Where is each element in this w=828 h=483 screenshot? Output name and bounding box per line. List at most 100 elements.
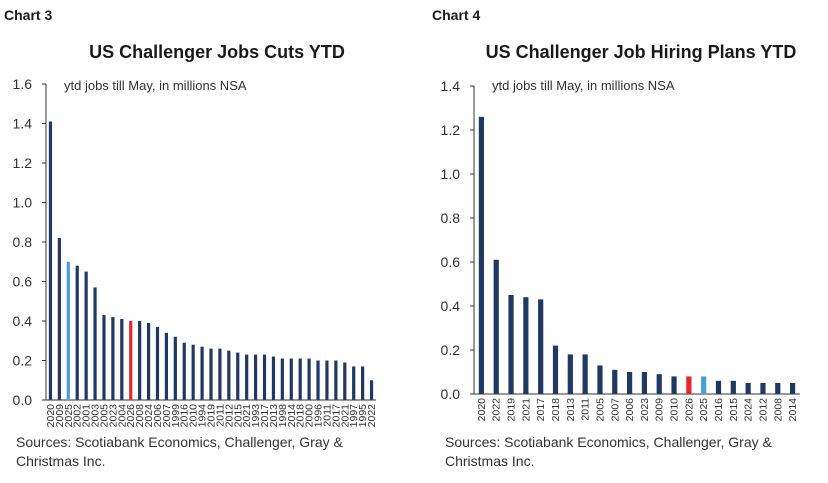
bar	[253, 354, 258, 400]
bar	[191, 344, 195, 400]
x-tick-label: 2010	[669, 398, 681, 422]
y-tick-label: 1.0	[13, 195, 33, 211]
x-tick-label: 2025	[698, 398, 710, 422]
bar	[730, 380, 736, 394]
x-tick-label: 2013	[268, 404, 280, 428]
bar	[102, 315, 106, 400]
x-tick-label: 2006	[152, 404, 164, 428]
x-tick-label: 2022	[491, 398, 503, 422]
x-tick-label: 1995	[357, 404, 369, 428]
bar	[641, 372, 648, 394]
bar	[775, 383, 781, 394]
y-tick-label: 1.2	[13, 155, 33, 171]
y-tick-label: 0.4	[441, 298, 461, 314]
source-note: Sources: Scotiabank Economics, Challenge…	[445, 434, 772, 469]
bar	[146, 322, 151, 400]
bar	[57, 238, 61, 400]
x-tick-label: 2006	[624, 398, 636, 422]
bar	[200, 346, 204, 400]
y-tick-label: 0.0	[13, 392, 33, 408]
bar	[361, 366, 365, 400]
x-tick-label: 1996	[313, 404, 325, 428]
bar-chart: ytd jobs till May, in millions NSA 0.0 0.2…	[13, 76, 379, 428]
x-tick-label: 2005	[594, 398, 606, 422]
y-tick-label: 1.6	[13, 76, 33, 92]
x-tick-label: 1998	[277, 404, 289, 428]
x-tick-label: 2021	[339, 404, 351, 428]
y-tick-label: 0.8	[441, 210, 461, 226]
y-tick-label: 0.4	[13, 313, 33, 329]
x-tick-label: 2026	[125, 404, 137, 428]
bar	[138, 321, 142, 400]
bar	[715, 380, 722, 394]
y-tick-label: 0.0	[441, 386, 461, 402]
chart-title: US Challenger Jobs Cuts YTD	[89, 42, 345, 62]
x-tick-label: 2014	[286, 404, 298, 428]
bar	[111, 317, 115, 400]
y-tick-label: 1.2	[441, 122, 461, 138]
bar	[245, 354, 249, 400]
bar	[84, 271, 88, 400]
bar	[334, 360, 338, 400]
y-tick-label: 1.0	[441, 166, 461, 182]
y-tick-label: 1.4	[441, 78, 461, 94]
y-tick-label: 0.8	[13, 234, 33, 250]
bar	[218, 348, 222, 400]
y-tick-label: 0.6	[13, 274, 33, 290]
x-tick-label: 2011	[321, 404, 333, 427]
bar	[236, 352, 240, 400]
x-tick-label: 2012	[223, 404, 235, 428]
bar	[182, 342, 186, 400]
bar	[552, 345, 559, 394]
bar	[316, 360, 320, 400]
x-tick-label: 1997	[348, 404, 360, 428]
x-tick-label: 2017	[535, 398, 547, 422]
bar	[656, 374, 662, 394]
x-tick-label: 2011	[214, 404, 226, 427]
x-tick-label: 2004	[116, 404, 128, 428]
x-tick-label: 2005	[98, 404, 110, 428]
bar	[93, 287, 97, 400]
bar	[325, 360, 329, 400]
x-tick-label: 2020	[45, 404, 57, 428]
x-tick-label: 2013	[565, 398, 577, 422]
x-tick-label: 2020	[476, 398, 488, 422]
bar	[271, 356, 276, 400]
y-tick-label: 0.2	[441, 342, 461, 358]
bar	[478, 116, 485, 395]
y-tick-label: 0.6	[441, 254, 461, 270]
y-tick-label: 0.2	[13, 353, 33, 369]
bar	[120, 319, 124, 400]
x-tick-label: 2015	[232, 404, 244, 428]
bar	[298, 358, 302, 400]
chart-label: Chart 4	[432, 7, 481, 23]
x-tick-label: 2009	[654, 398, 666, 422]
bar	[209, 348, 213, 400]
x-tick-label: 2015	[728, 398, 740, 422]
bar	[597, 365, 603, 394]
bar	[508, 295, 514, 394]
bar	[48, 121, 53, 401]
x-tick-label: 2007	[609, 398, 621, 422]
bar	[343, 362, 347, 400]
bar	[262, 354, 267, 400]
bar	[612, 369, 618, 394]
x-tick-label: 2021	[241, 404, 253, 428]
bar	[745, 383, 751, 394]
x-tick-label: 2018	[295, 404, 307, 428]
bar	[760, 383, 766, 394]
bar	[523, 297, 529, 394]
x-tick-label: 1999	[170, 404, 182, 428]
chart-panel-left: Chart 3 US Challenger Jobs Cuts YTD ytd …	[4, 7, 379, 469]
x-tick-label: 2024	[743, 398, 755, 422]
chart-annotation: ytd jobs till May, in millions NSA	[64, 78, 247, 93]
x-tick-label: 2009	[54, 404, 66, 428]
bar	[289, 358, 293, 400]
bar	[75, 265, 79, 400]
bar	[173, 336, 177, 400]
bar	[686, 376, 692, 394]
x-tick-label: 2026	[683, 398, 695, 422]
x-tick-label: 2023	[107, 404, 119, 428]
chart-annotation: ytd jobs till May, in millions NSA	[492, 78, 675, 93]
bar	[626, 372, 633, 394]
